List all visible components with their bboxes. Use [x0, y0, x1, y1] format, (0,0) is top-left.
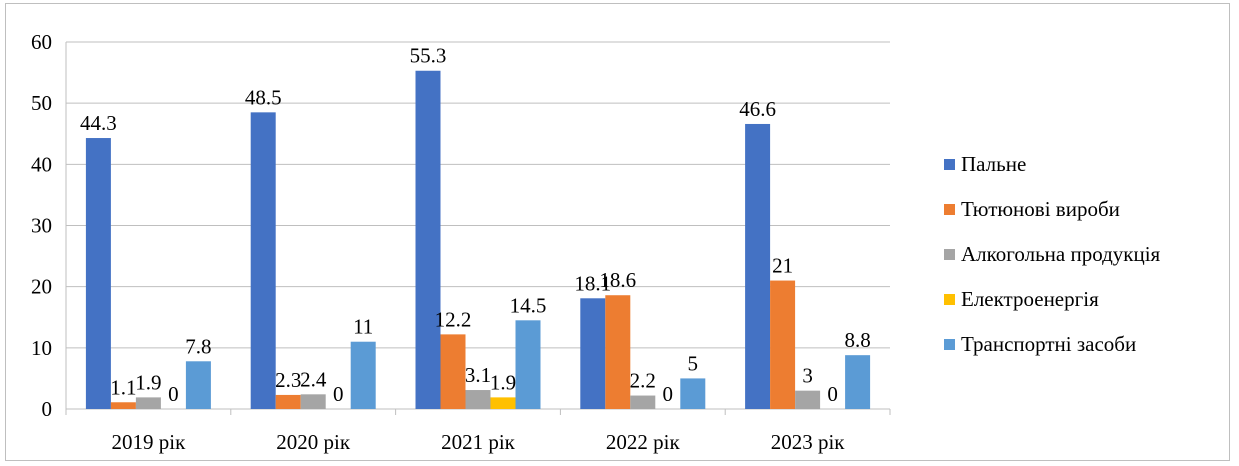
y-tick-label: 30 [31, 214, 52, 238]
y-tick-label: 10 [31, 336, 52, 360]
y-tick-label: 20 [31, 275, 52, 299]
data-label: 0 [168, 382, 179, 406]
x-tick-label: 2019 рік [112, 430, 187, 454]
data-label: 1.9 [135, 370, 161, 394]
bar [185, 361, 211, 409]
bar [680, 378, 706, 409]
data-label: 2.3 [275, 368, 301, 392]
data-label: 21 [772, 254, 793, 278]
y-tick-label: 0 [42, 397, 53, 421]
data-label: 3 [802, 364, 813, 388]
data-label: 0 [827, 382, 838, 406]
legend-item: Пальне [944, 142, 1160, 187]
x-tick-label: 2021 рік [441, 430, 516, 454]
legend-label: Тютюнові вироби [961, 197, 1120, 221]
bar [845, 355, 871, 409]
bar [300, 394, 326, 409]
x-tick-label: 2022 рік [606, 430, 681, 454]
bar [580, 298, 606, 409]
data-label: 7.8 [185, 334, 211, 358]
legend-item: Тютюнові вироби [944, 187, 1160, 232]
data-label: 11 [353, 315, 373, 339]
x-tick-label: 2020 рік [276, 430, 351, 454]
bar [770, 280, 796, 409]
legend-item: Електроенергія [944, 277, 1160, 322]
bar [440, 334, 466, 409]
data-label: 48.5 [245, 85, 282, 109]
bar [275, 394, 301, 409]
legend-label: Транспортні засоби [961, 332, 1137, 356]
data-label: 3.1 [465, 363, 491, 387]
bar [250, 112, 276, 409]
legend-item: Транспортні засоби [944, 322, 1160, 367]
chart-legend: Пальне Тютюнові вироби Алкогольна продукці… [944, 142, 1160, 367]
legend-swatch [944, 159, 955, 170]
bar [490, 397, 516, 409]
x-tick-label: 2023 рік [771, 430, 846, 454]
legend-swatch [944, 249, 955, 260]
legend-label: Електроенергія [961, 287, 1099, 311]
bar [110, 402, 136, 409]
y-tick-label: 50 [31, 91, 52, 115]
bar [795, 390, 821, 409]
data-label: 46.6 [739, 97, 776, 121]
bar [415, 70, 441, 409]
data-label: 55.3 [410, 44, 447, 68]
bar [85, 138, 111, 409]
legend-item: Алкогольна продукція [944, 232, 1160, 277]
bar [605, 295, 631, 409]
data-label: 2.4 [300, 367, 327, 391]
bar [350, 341, 376, 409]
data-label: 0 [663, 382, 674, 406]
legend-label: Пальне [961, 152, 1027, 176]
data-label: 14.5 [510, 293, 547, 317]
data-label: 2.2 [630, 369, 656, 393]
legend-swatch [944, 294, 955, 305]
bar [135, 397, 161, 409]
data-label: 44.3 [80, 111, 117, 135]
legend-swatch [944, 204, 955, 215]
bar [745, 123, 771, 410]
bar [515, 320, 541, 409]
bar [630, 395, 656, 409]
bar [465, 390, 491, 409]
chart-frame: 0 10 20 30 40 50 60 2019 рік 2020 рік 2021 рік 202… [5, 3, 1230, 461]
data-label: 5 [688, 351, 699, 375]
data-label: 18.6 [599, 268, 636, 292]
data-label: 1.9 [490, 370, 516, 394]
data-label: 8.8 [844, 328, 870, 352]
data-label: 12.2 [435, 307, 472, 331]
data-label: 18.1 [574, 271, 611, 295]
y-tick-label: 40 [31, 152, 52, 176]
legend-swatch [944, 339, 955, 350]
legend-label: Алкогольна продукція [961, 242, 1161, 266]
data-label: 0 [333, 382, 344, 406]
data-label: 1.1 [110, 375, 136, 399]
y-tick-label: 60 [31, 30, 52, 54]
